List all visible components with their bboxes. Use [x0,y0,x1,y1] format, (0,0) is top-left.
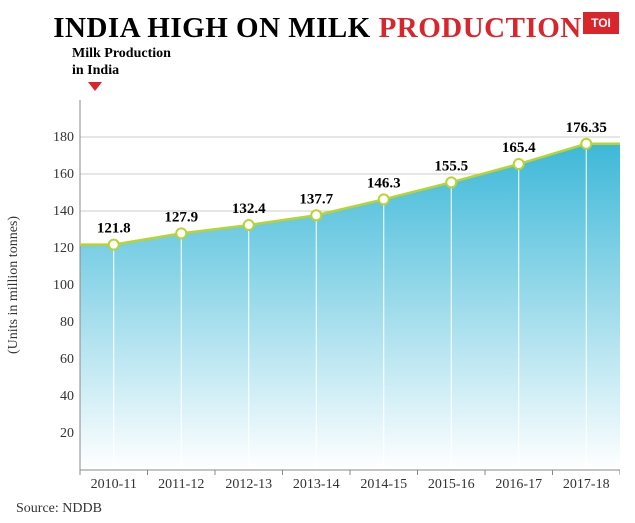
svg-text:120: 120 [53,241,74,256]
chart-title: INDIA HIGH ON MILK PRODUCTION [16,12,619,45]
svg-text:146.3: 146.3 [367,175,401,191]
svg-text:100: 100 [53,278,74,293]
logo-badge: TOI [583,12,619,34]
svg-text:2014-15: 2014-15 [360,477,407,492]
svg-text:2015-16: 2015-16 [428,477,475,492]
subtitle-line2: in India [72,63,171,80]
svg-text:132.4: 132.4 [232,201,266,217]
svg-text:180: 180 [53,130,74,145]
svg-text:2012-13: 2012-13 [225,477,272,492]
title-accent: PRODUCTION [379,12,582,44]
svg-text:80: 80 [60,315,74,330]
source-label: Source: NDDB [16,501,102,517]
svg-text:140: 140 [53,204,74,219]
svg-text:60: 60 [60,352,74,367]
chart-plot-area: 20406080100120140160180121.82010-11127.9… [52,100,620,470]
svg-text:20: 20 [60,426,74,441]
svg-text:160: 160 [53,167,74,182]
svg-text:127.9: 127.9 [164,209,198,225]
svg-text:121.8: 121.8 [97,221,131,237]
title-prefix: INDIA HIGH ON MILK [53,12,378,44]
chart-subtitle: Milk Production in India [72,46,171,80]
svg-text:165.4: 165.4 [502,140,536,156]
svg-text:2016-17: 2016-17 [495,477,542,492]
svg-text:155.5: 155.5 [434,158,468,174]
svg-text:176.35: 176.35 [566,120,607,136]
svg-text:2017-18: 2017-18 [563,477,610,492]
svg-text:2013-14: 2013-14 [293,477,340,492]
svg-text:2010-11: 2010-11 [91,477,137,492]
chart-container: TOI INDIA HIGH ON MILK PRODUCTION Milk P… [0,0,635,523]
svg-text:2011-12: 2011-12 [158,477,204,492]
arrow-down-icon [88,82,102,91]
chart-svg: 20 40 60 80 100 120 140 160 180 121.8 2010-11 127.9… [52,100,620,510]
subtitle-line1: Milk Production [72,46,171,63]
svg-text:40: 40 [60,389,74,404]
svg-text:137.7: 137.7 [299,191,333,207]
